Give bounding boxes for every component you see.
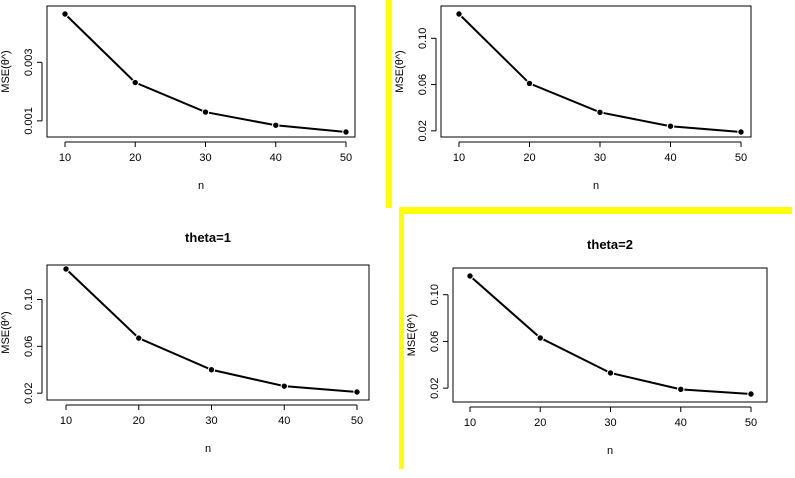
data-point [677,385,685,394]
chart-panel-1: 10 20 30 40 50 0.001 0.003 n MSE(θ^) [0,5,356,192]
y-tick-label: 0.003 [23,49,35,77]
y-tick-label: 0.10 [23,289,35,310]
x-axis-label: n [593,180,599,192]
plot-frame [440,5,752,138]
x-tick-label: 50 [340,152,352,164]
y-axis-label: MSE(θ^) [0,311,12,353]
divider-vertical-bottom [399,207,404,469]
data-point [353,388,361,396]
data-point [135,334,143,342]
x-tick-label: 50 [351,415,363,427]
chart-title: theta=1 [185,230,231,245]
y-axis-label: MSE(θ^) [0,50,12,92]
y-tick-label: 0.10 [417,28,429,49]
data-point [455,10,463,18]
x-axis-label: n [607,445,613,457]
data-point [606,369,615,377]
y-tick-label: 0.001 [23,107,35,135]
data-point [747,390,755,398]
data-point [596,108,604,117]
data-point [201,108,210,116]
y-tick-label: 0.06 [429,331,441,352]
chart-panel-3: theta=1 10 20 30 40 50 0.02 0.06 0.10 n MSE(θ^) [0,230,370,455]
data-point [272,121,280,129]
y-tick-label: 0.02 [417,120,429,141]
x-tick-label: 10 [60,415,72,427]
x-tick-label: 10 [59,152,71,164]
x-tick-label: 20 [133,415,145,427]
data-point [666,122,675,130]
chart-title: theta=2 [587,237,633,252]
data-point [525,79,534,88]
x-tick-label: 30 [594,152,606,164]
chart-panel-4: theta=2 10 20 30 40 50 0.02 0.06 0.10 n MSE(θ^) [406,237,768,457]
x-tick-label: 10 [453,152,465,164]
data-point [466,272,474,280]
x-tick-label: 40 [270,152,282,164]
data-point [280,382,288,390]
data-point [737,128,745,136]
x-tick-label: 40 [675,417,687,429]
data-point [536,334,544,342]
x-tick-label: 20 [523,152,535,164]
x-axis-label: n [205,443,211,455]
y-tick-label: 0.06 [23,336,35,357]
x-tick-label: 40 [278,415,290,427]
y-axis-label: MSE(θ^) [394,50,406,92]
x-tick-label: 50 [745,417,757,429]
y-axis-label: MSE(θ^) [406,314,418,356]
plot-frame [452,267,768,403]
plot-frame [46,264,370,401]
divider-vertical-top [386,0,392,208]
x-tick-label: 20 [534,417,546,429]
y-tick-label: 0.10 [429,284,441,305]
data-point [62,265,70,273]
plot-frame [46,5,356,138]
y-tick-label: 0.02 [23,382,35,403]
x-tick-label: 40 [664,152,676,164]
y-tick-label: 0.06 [417,74,429,95]
x-tick-label: 30 [205,415,217,427]
x-tick-label: 30 [604,417,616,429]
divider-horizontal-right [399,207,792,214]
x-tick-label: 30 [199,152,211,164]
series-line [65,268,358,393]
x-axis-label: n [198,180,204,192]
data-point [207,366,216,374]
x-tick-label: 50 [735,152,747,164]
data-point [131,78,139,87]
chart-panel-2: 10 20 30 40 50 0.02 0.06 0.10 n MSE(θ^) [394,5,752,192]
data-point [342,128,350,136]
data-point [61,10,69,18]
x-tick-label: 20 [129,152,141,164]
x-tick-label: 10 [464,417,476,429]
y-tick-label: 0.02 [429,377,441,398]
